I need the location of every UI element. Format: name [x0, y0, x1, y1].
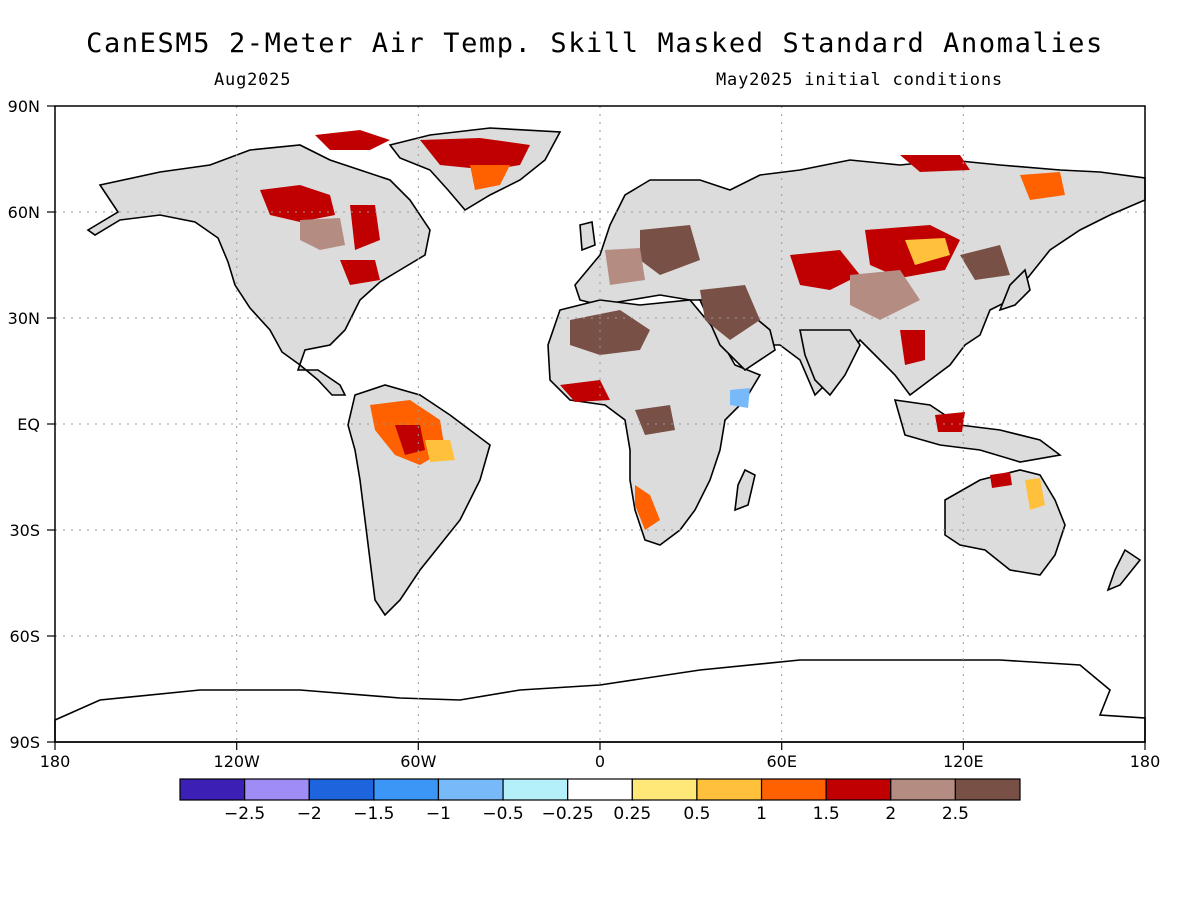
anomaly-canada-brown [300, 218, 345, 250]
landmass-madagascar [734, 468, 756, 512]
longitude-labels: 180 120W 60W 0 60E 120E 180 [40, 742, 1161, 771]
valid-month-label: Aug2025 [214, 70, 292, 90]
colorbar-label: 1.5 [813, 804, 840, 824]
anomaly-southafrica-orange [635, 485, 660, 530]
anomaly-sahara-brown [570, 310, 650, 355]
anomaly-china-brown2 [960, 245, 1010, 280]
colorbar-swatch [373, 778, 440, 801]
anomaly-arctic-canada-red [315, 130, 390, 150]
colorbar-swatch [244, 778, 310, 801]
lon-label: 60E [766, 752, 796, 771]
anomaly-congo-brown [635, 405, 675, 435]
landmass-uk [579, 221, 596, 252]
colorbar-labels: −2.5 −2 −1.5 −1 −0.5 −0.25 0.25 0.5 1 1.5 2 2.5 [224, 804, 969, 824]
anomaly-centralasia-red [790, 250, 860, 290]
lat-label: 30N [8, 309, 40, 328]
anomaly-greatlakes-red [340, 260, 380, 285]
anomaly-india-red [900, 330, 925, 365]
anomaly-siberia-orange [1020, 172, 1065, 200]
anomaly-sahel-red [560, 380, 610, 402]
colorbar-swatch [890, 778, 956, 801]
colorbar-swatch [954, 778, 1021, 801]
anomaly-eastafrica-blue [730, 388, 750, 408]
anomaly-amazon-red [395, 425, 425, 455]
lon-label: 180 [1130, 752, 1161, 771]
anomaly-borneo-red [935, 412, 965, 432]
colorbar-label: 1 [756, 804, 767, 824]
colorbar-swatch [825, 778, 892, 801]
landmass-south-america [347, 384, 491, 617]
map-field [54, 127, 1146, 743]
anomaly-greenland-red [420, 138, 530, 170]
lon-label: 0 [595, 752, 605, 771]
colorbar-label: 0.5 [683, 804, 710, 824]
latitude-labels: 90N 60N 30N EQ 30S 60S 90S [8, 97, 55, 752]
colorbar-label: 0.25 [613, 804, 651, 824]
colorbar-swatch [567, 778, 633, 801]
lat-label: EQ [17, 415, 40, 434]
anomaly-patches [260, 130, 1065, 530]
colorbar-swatch [502, 778, 569, 801]
landmass-india [799, 329, 861, 397]
anomaly-hudson-red [350, 205, 380, 250]
anomaly-iran-brown [700, 285, 760, 340]
colorbar-swatch [437, 778, 504, 801]
lon-label: 180 [40, 752, 71, 771]
lat-label: 30S [9, 521, 40, 540]
colorbar-swatch [631, 778, 698, 801]
anomaly-china-brown [850, 270, 920, 320]
anomaly-mongolia-orange [905, 238, 950, 265]
lon-label: 60W [400, 752, 436, 771]
map-title: CanESM5 2-Meter Air Temp. Skill Masked S… [86, 28, 1104, 59]
landmass-indonesia [893, 399, 1062, 463]
landmass-north-america [86, 144, 431, 396]
lon-label: 120E [943, 752, 984, 771]
colorbar-swatch [760, 778, 827, 801]
lat-label: 90S [9, 733, 40, 752]
lat-label: 90N [8, 97, 40, 116]
colorbar-label: 2.5 [942, 804, 969, 824]
anomaly-canada-red [260, 185, 335, 222]
colorbar-label: −1 [426, 804, 451, 824]
colorbar-label: 2 [885, 804, 896, 824]
anomaly-europe-brown2 [605, 248, 645, 285]
anomaly-nsiberia-red [900, 155, 970, 172]
map-gridlines [55, 106, 1145, 742]
anomaly-amazon-yellow [425, 440, 455, 462]
colorbar-swatch [179, 778, 246, 801]
colorbar-swatch [308, 778, 375, 801]
init-conditions-label: May2025 initial conditions [716, 70, 1003, 90]
colorbar-label: −0.5 [482, 804, 523, 824]
landmass-antarctica [54, 659, 1146, 743]
landmass-japan [998, 268, 1031, 312]
colorbar-label: −0.25 [542, 804, 594, 824]
anomaly-australia-orange [1025, 478, 1045, 510]
colorbar-label: −2 [297, 804, 322, 824]
lon-label: 120W [214, 752, 261, 771]
anomaly-australia-red [990, 472, 1012, 488]
colorbar-label: −2.5 [224, 804, 265, 824]
lat-label: 60N [8, 203, 40, 222]
lat-label: 60S [9, 627, 40, 646]
colorbar-label: −1.5 [353, 804, 394, 824]
colorbar-swatch [696, 778, 763, 801]
landmass-new-zealand [1106, 548, 1142, 592]
anomaly-europe-brown [640, 225, 700, 275]
anomaly-greenland-orange [470, 165, 510, 190]
colorbar [179, 778, 1021, 801]
